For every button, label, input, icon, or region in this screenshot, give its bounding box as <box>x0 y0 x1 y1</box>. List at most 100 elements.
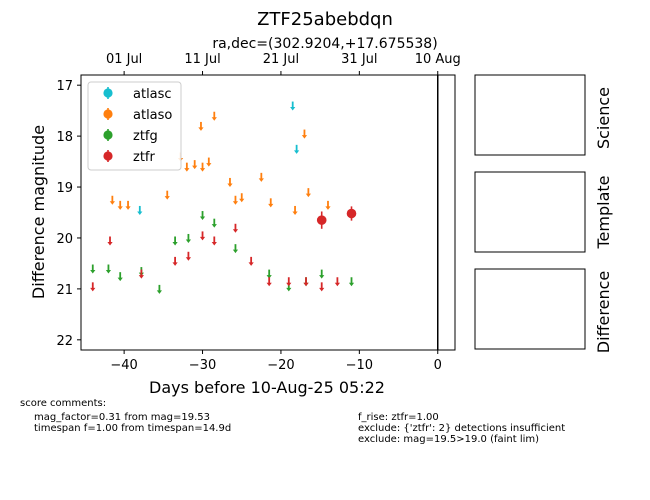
upper-limit-arrowhead <box>125 206 131 210</box>
upper-limit-marker <box>199 231 206 241</box>
upper-limit-marker <box>294 144 300 154</box>
upper-limit-marker <box>325 200 331 210</box>
upper-limit-arrowhead <box>248 262 254 266</box>
upper-limit-marker <box>90 282 96 292</box>
upper-limit-arrowhead <box>325 206 331 210</box>
x-tick-label: −20 <box>267 358 294 373</box>
upper-limit-marker <box>303 277 309 287</box>
y-tick-label: 19 <box>56 181 73 196</box>
plot-area <box>80 74 456 351</box>
upper-limit-marker <box>301 129 308 139</box>
upper-limit-marker <box>107 236 113 246</box>
upper-limit-arrowhead <box>319 275 325 279</box>
upper-limit-marker <box>305 188 311 198</box>
upper-limit-arrowhead <box>206 163 212 167</box>
legend-box <box>87 81 182 171</box>
upper-limit-marker <box>266 277 272 287</box>
upper-limit-marker <box>268 198 274 208</box>
upper-limit-marker <box>199 211 206 221</box>
upper-limit-arrowhead <box>192 165 198 170</box>
upper-limit-marker <box>348 277 355 287</box>
upper-limit-arrowhead <box>286 287 292 292</box>
detection-point <box>316 211 327 229</box>
y-tick-label: 21 <box>56 283 73 298</box>
score-comment-right-1: f_rise: ztfr=1.00 <box>358 412 439 423</box>
upper-limit-marker <box>232 223 239 233</box>
upper-limit-arrowhead <box>199 236 206 241</box>
upper-limit-arrowhead <box>90 270 96 274</box>
y-tick-label: 18 <box>56 130 73 145</box>
upper-limit-marker <box>156 284 163 294</box>
upper-limit-marker <box>192 160 198 170</box>
chart-title: ZTF25abebdqn <box>257 9 393 30</box>
upper-limit-arrowhead <box>138 275 144 279</box>
detection-point <box>346 206 357 221</box>
legend-marker <box>103 151 113 161</box>
upper-limit-arrowhead <box>109 201 115 205</box>
upper-limit-arrowhead <box>184 168 190 172</box>
upper-limit-arrowhead <box>266 282 272 287</box>
upper-limit-marker <box>185 233 192 243</box>
upper-limit-marker <box>239 193 245 203</box>
upper-limit-marker <box>227 177 233 187</box>
upper-limit-marker <box>211 236 217 246</box>
y-tick-label: 20 <box>56 232 73 247</box>
upper-limit-arrowhead <box>185 239 192 243</box>
detection-marker <box>316 215 327 225</box>
y-tick-label: 22 <box>56 334 73 349</box>
upper-limit-marker <box>266 269 272 279</box>
score-comments-heading: score comments: <box>20 398 107 409</box>
upper-limit-arrowhead <box>301 135 308 139</box>
y-axis: 17 18 19 20 21 22 <box>56 79 81 349</box>
upper-limit-arrowhead <box>117 206 123 210</box>
y-tick-label: 17 <box>56 79 73 94</box>
upper-limit-arrowhead <box>268 203 274 208</box>
upper-limit-arrowhead <box>294 150 300 154</box>
upper-limit-arrowhead <box>239 198 245 203</box>
upper-limit-marker <box>117 200 123 210</box>
upper-limit-arrowhead <box>164 196 170 200</box>
upper-limit-arrowhead <box>198 127 204 131</box>
upper-limit-marker <box>172 256 178 266</box>
upper-limit-marker <box>137 205 143 215</box>
upper-limit-marker <box>232 244 239 254</box>
difference-label: Difference <box>594 271 613 353</box>
upper-limit-arrowhead <box>117 277 123 282</box>
upper-limit-arrowhead <box>303 282 309 287</box>
legend-marker <box>103 88 113 98</box>
upper-limit-marker <box>206 157 212 167</box>
upper-limit-marker <box>184 162 190 172</box>
upper-limit-arrowhead <box>290 107 296 111</box>
upper-limit-arrowhead <box>137 211 143 215</box>
y-axis-label: Difference magnitude <box>29 125 48 299</box>
chart-subtitle: ra,dec=(302.9204,+17.675538) <box>212 36 437 52</box>
upper-limit-arrowhead <box>348 282 355 287</box>
science-panel <box>474 74 586 156</box>
legend-label: ztfg <box>133 129 158 144</box>
score-comment-right-3: exclude: mag=19.5>19.0 (faint lim) <box>358 434 540 445</box>
upper-limit-marker <box>185 251 192 261</box>
upper-limit-marker <box>164 190 170 200</box>
upper-limit-marker <box>211 218 217 228</box>
top-axis-label: 21 Jul <box>263 52 299 67</box>
upper-limit-arrowhead <box>211 224 217 228</box>
upper-limit-arrowhead <box>199 216 206 221</box>
upper-limit-marker <box>138 269 144 279</box>
upper-limit-arrowhead <box>286 282 292 287</box>
upper-limit-marker <box>248 256 254 266</box>
score-comment-right-2: exclude: {'ztfr': 2} detections insuffic… <box>358 423 566 434</box>
upper-limit-arrowhead <box>292 211 298 215</box>
top-axis-label: 31 Jul <box>341 52 377 67</box>
x-tick-label: −40 <box>110 358 137 373</box>
upper-limit-marker <box>125 200 131 210</box>
score-comment-left-2: timespan f=1.00 from timespan=14.9d <box>34 423 232 434</box>
upper-limit-arrowhead <box>90 287 96 292</box>
top-axis-label: 01 Jul <box>106 52 142 67</box>
upper-limit-arrowhead <box>156 290 163 294</box>
upper-limit-arrowhead <box>334 282 340 287</box>
upper-limit-marker <box>117 272 123 282</box>
upper-limit-arrowhead <box>199 168 206 172</box>
upper-limit-arrowhead <box>172 262 178 266</box>
upper-limit-arrowhead <box>232 249 239 254</box>
upper-limit-marker <box>109 195 115 205</box>
